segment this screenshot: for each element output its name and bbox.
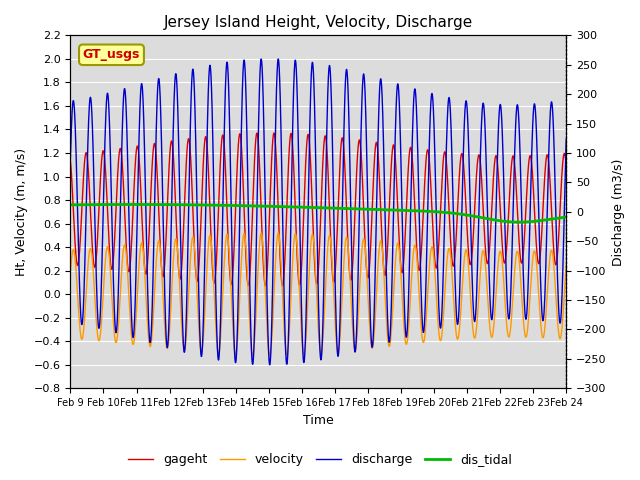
- velocity: [436, 338, 444, 344]
- gageht: [67, 158, 74, 164]
- Line: gageht: gageht: [70, 133, 566, 286]
- Title: Jersey Island Height, Velocity, Discharge: Jersey Island Height, Velocity, Discharg…: [164, 15, 473, 30]
- discharge: [474, 236, 482, 241]
- gageht: [436, 205, 444, 211]
- gageht: [474, 154, 482, 159]
- discharge: [389, 232, 397, 238]
- discharge: [256, 74, 264, 80]
- velocity: [364, 292, 372, 298]
- discharge: [157, 102, 164, 108]
- dis_tidal: [515, 219, 523, 225]
- gageht: [563, 164, 570, 169]
- gageht: [364, 275, 372, 281]
- gageht: [157, 247, 164, 252]
- Y-axis label: Discharge (m3/s): Discharge (m3/s): [612, 158, 625, 265]
- Line: velocity: velocity: [70, 233, 566, 355]
- velocity: [257, 230, 265, 236]
- dis_tidal: [563, 214, 570, 220]
- dis_tidal: [364, 206, 372, 212]
- Text: GT_usgs: GT_usgs: [83, 48, 140, 61]
- discharge: [266, 362, 274, 368]
- dis_tidal: [67, 202, 74, 208]
- velocity: [266, 352, 274, 358]
- gageht: [256, 171, 264, 177]
- discharge: [67, 156, 74, 162]
- Y-axis label: Ht, Velocity (m, m/s): Ht, Velocity (m, m/s): [15, 148, 28, 276]
- discharge: [563, 136, 570, 142]
- dis_tidal: [474, 214, 482, 220]
- velocity: [67, 270, 74, 276]
- gageht: [270, 130, 278, 136]
- velocity: [563, 262, 570, 268]
- gageht: [262, 283, 269, 289]
- Legend: gageht, velocity, discharge, dis_tidal: gageht, velocity, discharge, dis_tidal: [123, 448, 517, 471]
- dis_tidal: [157, 202, 164, 207]
- dis_tidal: [256, 203, 264, 209]
- discharge: [257, 56, 265, 62]
- gageht: [389, 143, 397, 149]
- dis_tidal: [389, 207, 397, 213]
- velocity: [474, 302, 482, 308]
- velocity: [157, 249, 164, 254]
- X-axis label: Time: Time: [303, 414, 333, 427]
- dis_tidal: [436, 209, 444, 215]
- velocity: [256, 238, 264, 243]
- Line: dis_tidal: dis_tidal: [70, 204, 566, 222]
- velocity: [389, 300, 397, 306]
- dis_tidal: [129, 202, 136, 207]
- discharge: [436, 325, 444, 331]
- Line: discharge: discharge: [70, 59, 566, 365]
- discharge: [364, 211, 372, 217]
